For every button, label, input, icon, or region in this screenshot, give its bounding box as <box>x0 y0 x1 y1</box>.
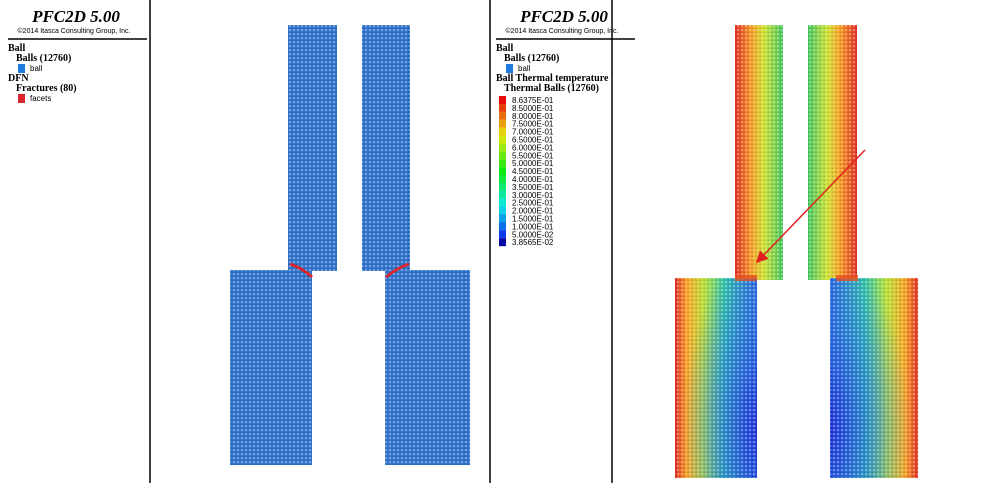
colorbar-swatch <box>499 222 506 231</box>
colorbar-label: 3.5000E-01 <box>512 183 554 192</box>
colorbar-swatch <box>499 198 506 207</box>
colorbar-label: 2.0000E-01 <box>512 207 554 216</box>
colorbar-label: 5.0000E-01 <box>512 159 554 168</box>
legend-heading: Balls (12760) <box>16 53 71 64</box>
legend-swatch <box>506 64 513 73</box>
colorbar-swatch <box>499 111 506 120</box>
colorbar-swatch <box>499 238 506 247</box>
legend-item: ball <box>518 64 531 73</box>
legend-swatch <box>18 94 25 103</box>
legend-item: ball <box>30 64 43 73</box>
title: PFC2D 5.00 <box>519 7 608 26</box>
colorbar-label: 7.5000E-01 <box>512 120 554 129</box>
legend-heading: Ball <box>8 43 25 54</box>
left-legend: PFC2D 5.00©2014 Itasca Consulting Group,… <box>8 7 147 103</box>
colorbar-swatch <box>499 103 506 112</box>
colorbar-label: 5.5000E-01 <box>512 151 554 160</box>
colorbar-swatch <box>499 190 506 199</box>
colorbar-swatch <box>499 119 506 128</box>
colorbar-label: 3.8565E-02 <box>512 238 554 247</box>
colorbar-label: 8.0000E-01 <box>512 112 554 121</box>
legend-swatch <box>18 64 25 73</box>
right-model <box>675 25 918 478</box>
colorbar-swatch <box>499 159 506 168</box>
colorbar-label: 4.0000E-01 <box>512 175 554 184</box>
legend-heading: Thermal Balls (12760) <box>504 83 599 94</box>
legend-heading: Ball Thermal temperature <box>496 73 609 84</box>
colorbar-swatch <box>499 167 506 176</box>
colorbar-label: 6.0000E-01 <box>512 143 554 152</box>
title: PFC2D 5.00 <box>31 7 120 26</box>
copyright: ©2014 Itasca Consulting Group, Inc. <box>506 27 619 35</box>
colorbar-label: 1.5000E-01 <box>512 215 554 224</box>
colorbar-swatch <box>499 135 506 144</box>
colorbar-label: 5.0000E-02 <box>512 230 554 239</box>
colorbar-swatch <box>499 127 506 136</box>
colorbar-swatch <box>499 214 506 223</box>
colorbar-swatch <box>499 175 506 183</box>
legend-heading: DFN <box>8 73 29 84</box>
legend-heading: Fractures (80) <box>16 83 77 94</box>
legend-heading: Balls (12760) <box>504 53 559 64</box>
colorbar-label: 3.0000E-01 <box>512 191 554 200</box>
legend-item: facets <box>30 94 51 103</box>
colorbar-swatch <box>499 182 506 191</box>
colorbar-label: 2.5000E-01 <box>512 199 554 208</box>
colorbar-label: 7.0000E-01 <box>512 128 554 137</box>
left-model <box>230 25 470 465</box>
colorbar-label: 1.0000E-01 <box>512 222 554 231</box>
colorbar-swatch <box>499 96 506 104</box>
colorbar-label: 4.5000E-01 <box>512 167 554 176</box>
colorbar-swatch <box>499 230 506 239</box>
right-legend: PFC2D 5.00©2014 Itasca Consulting Group,… <box>496 7 635 247</box>
colorbar-swatch <box>499 143 506 152</box>
colorbar-swatch <box>499 206 506 215</box>
copyright: ©2014 Itasca Consulting Group, Inc. <box>18 27 131 35</box>
colorbar-label: 8.6375E-01 <box>512 96 554 105</box>
colorbar-swatch <box>499 151 506 160</box>
colorbar-label: 8.5000E-01 <box>512 104 554 113</box>
colorbar-label: 6.5000E-01 <box>512 136 554 145</box>
legend-heading: Ball <box>496 43 513 54</box>
